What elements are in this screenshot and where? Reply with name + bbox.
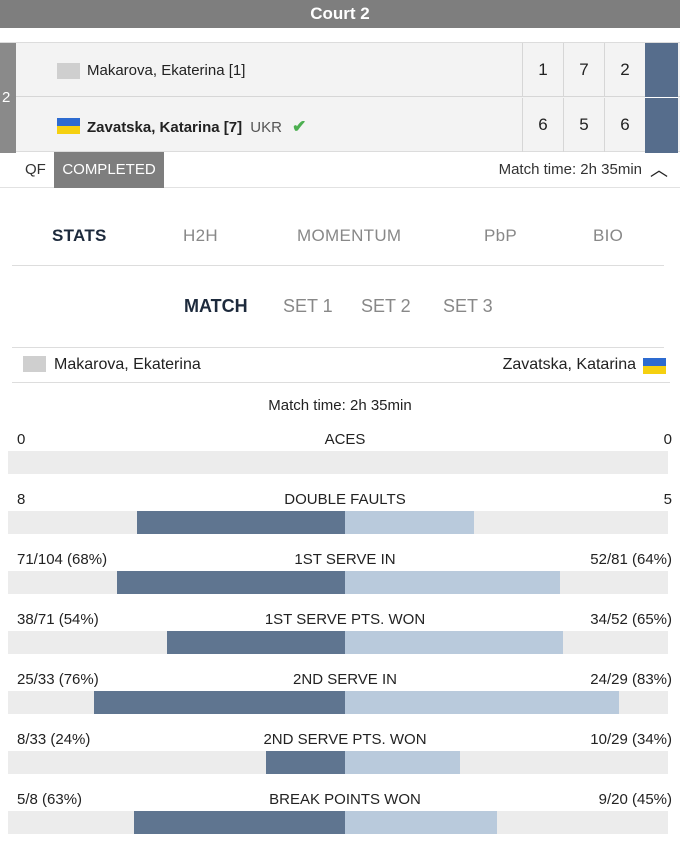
match-status-row: QF COMPLETED Match time: 2h 35min ︿ [0, 152, 680, 188]
stat-label: DOUBLE FAULTS [284, 491, 406, 508]
stat-row: 5/8 (63%) BREAK POINTS WON 9/20 (45%) [0, 791, 680, 843]
stat-row: 25/33 (76%) 2ND SERVE IN 24/29 (83%) [0, 671, 680, 727]
player-1-set-3-score: 2 [604, 43, 645, 97]
stat-left-value: 0 [17, 431, 26, 448]
subtab-set-2[interactable]: SET 2 [361, 296, 411, 316]
stat-left-bar [134, 811, 345, 834]
ukraine-flag-icon [643, 358, 666, 374]
stat-label: BREAK POINTS WON [269, 791, 421, 808]
stat-left-value: 8 [17, 491, 26, 508]
left-player-flag [23, 356, 46, 372]
stat-left-bar [167, 631, 345, 654]
stat-right-bar [345, 691, 619, 714]
player-2-set-3-score: 6 [604, 98, 645, 152]
player-1-set-1-score: 1 [522, 43, 563, 97]
player-1-name[interactable]: Makarova, Ekaterina [1] [87, 62, 245, 79]
stat-right-bar [345, 751, 460, 774]
check-icon: ✔ [292, 117, 307, 136]
status-badge: COMPLETED [54, 152, 164, 188]
player-2-name[interactable]: Zavatska, Katarina [7] UKR ✔ [87, 117, 306, 137]
stat-left-value: 25/33 (76%) [17, 671, 99, 688]
player-1-set-2-score: 7 [563, 43, 604, 97]
stat-row: 0 ACES 0 [0, 431, 680, 487]
court-number-tab: 2 [0, 43, 16, 153]
ukraine-flag-icon [57, 118, 80, 134]
stat-left-bar [137, 511, 345, 534]
player-row-2[interactable]: Zavatska, Katarina [7] UKR ✔ 6 5 6 [16, 98, 680, 152]
stat-row: 8/33 (24%) 2ND SERVE PTS. WON 10/29 (34%… [0, 731, 680, 787]
court-number-label: 2 [2, 89, 11, 106]
stat-row: 38/71 (54%) 1ST SERVE PTS. WON 34/52 (65… [0, 611, 680, 667]
scoreboard-side-tab[interactable] [645, 43, 678, 153]
stat-left-value: 5/8 (63%) [17, 791, 83, 808]
stat-left-value: 8/33 (24%) [17, 731, 91, 748]
stats-players-header: Makarova, Ekaterina Zavatska, Katarina [12, 349, 670, 383]
player-2-seed: [7] [223, 119, 243, 136]
stat-label: 2ND SERVE PTS. WON [263, 731, 427, 748]
player-2-set-2-score: 5 [563, 98, 604, 152]
chevron-up-icon[interactable]: ︿ [650, 160, 668, 180]
stat-right-bar [345, 571, 560, 594]
scoreboard: 2 Makarova, Ekaterina [1] 1 7 2 Zavatska… [0, 42, 680, 153]
tab-stats[interactable]: STATS [52, 226, 107, 245]
player-2-set-1-score: 6 [522, 98, 563, 152]
player-1-name-text: Makarova, Ekaterina [87, 62, 225, 79]
tab-pbp[interactable]: PbP [484, 226, 518, 245]
round-label: QF [25, 161, 46, 178]
stat-left-bar [266, 751, 345, 774]
stat-label: 1ST SERVE PTS. WON [264, 611, 426, 628]
player-1-seed: [1] [228, 62, 246, 79]
tab-bio[interactable]: BIO [593, 226, 624, 245]
subtab-set-1[interactable]: SET 1 [283, 296, 333, 316]
tab-momentum[interactable]: MOMENTUM [297, 226, 402, 245]
subtab-match[interactable]: MATCH [184, 296, 248, 316]
player-2-country: UKR [250, 119, 282, 136]
tab-h2h[interactable]: H2H [183, 226, 218, 245]
stat-row: 8 DOUBLE FAULTS 5 [0, 491, 680, 547]
stat-right-value: 52/81 (64%) [590, 551, 672, 568]
stat-right-bar [345, 631, 563, 654]
stat-label: 1ST SERVE IN [294, 551, 396, 568]
player-row-1[interactable]: Makarova, Ekaterina [1] 1 7 2 [16, 43, 680, 97]
stat-right-value: 5 [663, 491, 672, 508]
court-title: Court 2 [0, 0, 680, 28]
stat-left-bar [117, 571, 345, 594]
stat-label: 2ND SERVE IN [293, 671, 397, 688]
stat-track [8, 451, 668, 474]
stat-label: ACES [324, 431, 366, 448]
stat-left-value: 38/71 (54%) [17, 611, 99, 628]
stat-right-value: 34/52 (65%) [590, 611, 672, 628]
stats-right-player: Zavatska, Katarina [502, 356, 636, 373]
stat-row: 71/104 (68%) 1ST SERVE IN 52/81 (64%) [0, 551, 680, 607]
player-2-name-text: Zavatska, Katarina [87, 119, 220, 136]
stats-left-player: Makarova, Ekaterina [54, 356, 201, 373]
stats-match-time: Match time: 2h 35min [268, 397, 412, 414]
stat-right-bar [345, 511, 474, 534]
stat-left-bar [94, 691, 345, 714]
subtab-set-3[interactable]: SET 3 [443, 296, 493, 316]
stat-right-value: 0 [663, 431, 672, 448]
stat-right-value: 24/29 (83%) [590, 671, 672, 688]
player-1-flag [57, 63, 80, 79]
stat-right-value: 10/29 (34%) [590, 731, 672, 748]
stat-right-bar [345, 811, 497, 834]
set-tabs: MATCH SET 1 SET 2 SET 3 [12, 282, 664, 348]
main-tabs: STATS H2H MOMENTUM PbP BIO [12, 206, 664, 266]
stat-left-value: 71/104 (68%) [17, 551, 108, 568]
stat-right-value: 9/20 (45%) [598, 791, 672, 808]
match-time-summary: Match time: 2h 35min [498, 161, 642, 178]
